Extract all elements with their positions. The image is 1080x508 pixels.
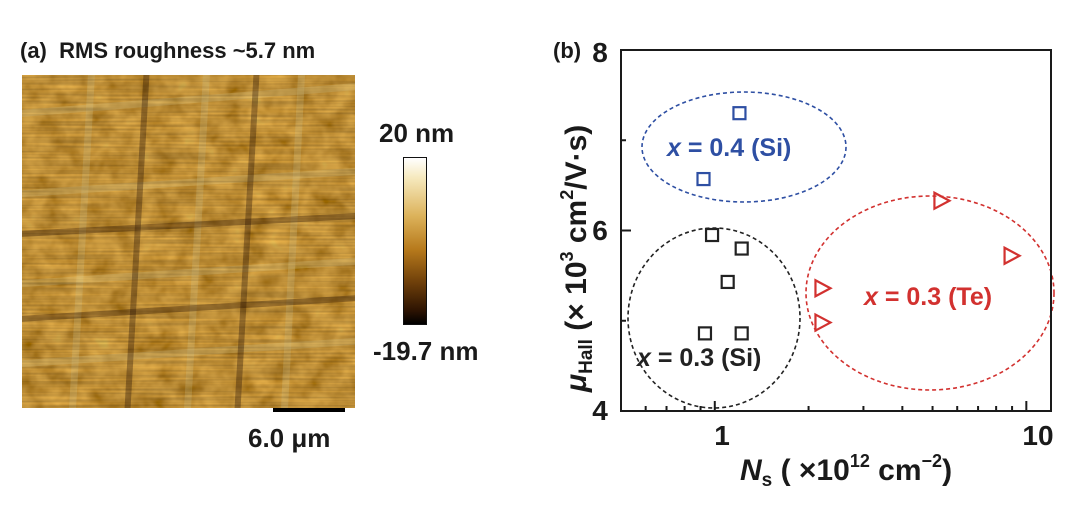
data-point-series0-1 bbox=[696, 171, 711, 187]
annotation-x04-si: x = 0.4 (Si) bbox=[665, 134, 791, 162]
x-tick-label-10: 10 bbox=[1022, 420, 1053, 451]
x-tick-label-1: 1 bbox=[714, 420, 730, 451]
panel-a-title: RMS roughness ~5.7 nm bbox=[59, 38, 316, 63]
panel-b-label: (b) bbox=[553, 38, 582, 63]
data-point-series0-0 bbox=[732, 106, 747, 121]
y-tick-label-6: 6 bbox=[592, 215, 608, 246]
data-point-series2-2 bbox=[814, 278, 833, 299]
data-points bbox=[696, 106, 1022, 341]
afm-image bbox=[22, 75, 355, 408]
colorbar-min-label: -19.7 nm bbox=[373, 336, 479, 366]
scale-bar-label: 6.0 μm bbox=[248, 423, 331, 453]
axis-ticks bbox=[621, 49, 1028, 412]
y-tick-label-4: 4 bbox=[592, 395, 608, 426]
colorbar bbox=[403, 157, 427, 325]
data-point-series2-1 bbox=[1003, 245, 1022, 266]
group-ellipse-x03-te bbox=[805, 195, 1055, 391]
y-tick-label-8: 8 bbox=[592, 37, 608, 68]
data-point-series1-0 bbox=[704, 227, 720, 243]
scale-bar bbox=[273, 408, 345, 412]
data-point-series2-3 bbox=[814, 312, 833, 333]
panel-a-label: (a) bbox=[20, 38, 47, 63]
annotation-x03-si: x = 0.3 (Si) bbox=[635, 344, 761, 372]
group-ellipse-x04-si bbox=[641, 91, 847, 203]
y-axis-title: μHall (× 103 cm2/V·s) bbox=[557, 125, 597, 393]
data-point-series1-3 bbox=[697, 326, 713, 341]
annotation-x03-te: x = 0.3 (Te) bbox=[862, 283, 992, 311]
colorbar-max-label: 20 nm bbox=[379, 118, 455, 148]
data-point-series2-0 bbox=[933, 190, 952, 211]
data-point-series1-2 bbox=[720, 274, 735, 290]
data-point-series1-1 bbox=[734, 241, 749, 256]
x-axis-title: Ns ( ×1012 cm−2) bbox=[740, 451, 952, 491]
group-ellipse-x03-si bbox=[627, 227, 801, 409]
data-point-series1-4 bbox=[734, 326, 749, 341]
panel-a-heading: (a) RMS roughness ~5.7 nm bbox=[20, 38, 315, 64]
